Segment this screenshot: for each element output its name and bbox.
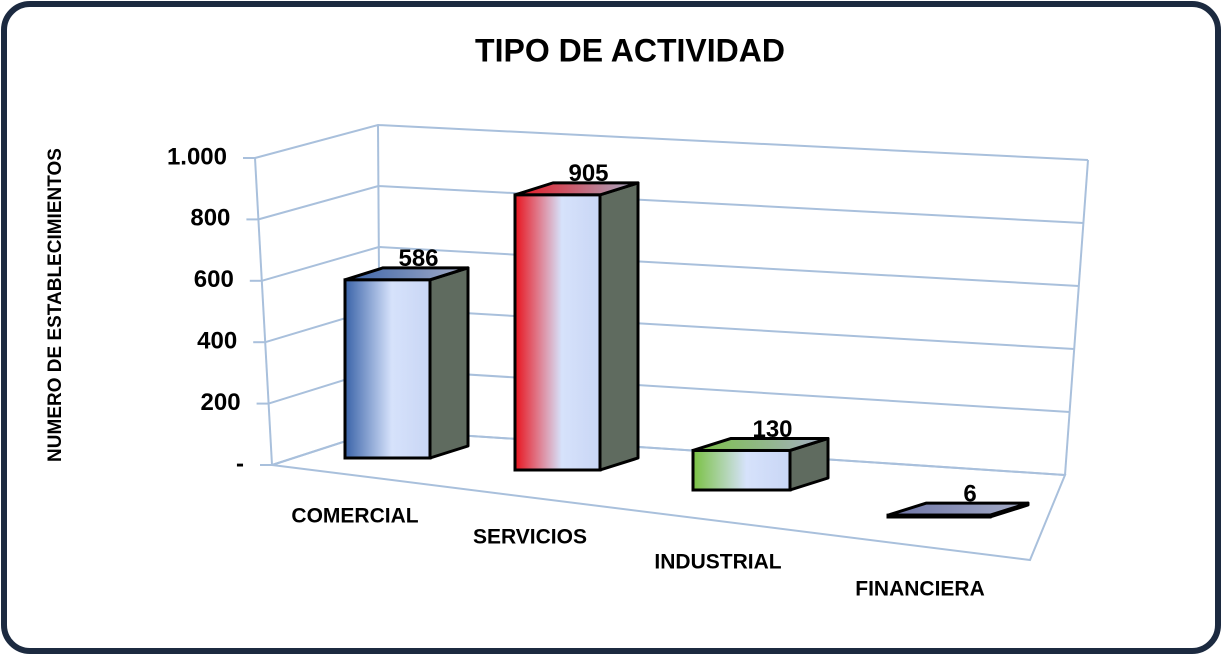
x-tick-label: FINANCIERA	[855, 578, 985, 601]
y-tick-label: 400	[197, 328, 237, 355]
bar-side	[598, 181, 640, 472]
y-axis-label: NUMERO DE ESTABLECIMIENTOS	[45, 148, 66, 462]
bar-front	[691, 448, 792, 492]
x-tick-label: SERVICIOS	[473, 526, 587, 549]
y-tick-label: 1.000	[167, 143, 227, 170]
bar-side	[428, 266, 470, 460]
bar-front	[343, 278, 432, 460]
data-label: 905	[568, 160, 608, 187]
x-tick-label: INDUSTRIAL	[654, 551, 781, 574]
data-label: 586	[398, 245, 438, 272]
y-tick-label: 800	[190, 205, 230, 232]
y-tick-label: 200	[201, 389, 241, 416]
wall-edge	[254, 157, 273, 466]
x-tick-label: COMERCIAL	[291, 505, 418, 528]
grid-line	[258, 184, 1084, 224]
chart-title: TIPO DE ACTIVIDAD	[475, 32, 785, 68]
y-tick-label: -	[236, 450, 244, 477]
bar-front	[513, 193, 602, 472]
bar	[691, 436, 830, 492]
grid-line	[254, 123, 1089, 161]
bar	[343, 266, 470, 460]
bar-front	[886, 513, 992, 519]
grid-line	[261, 245, 1079, 287]
bar	[513, 181, 640, 472]
wall-edge	[1064, 159, 1089, 476]
data-label: 6	[963, 481, 976, 508]
y-tick-label: 600	[194, 266, 234, 293]
data-label: 130	[752, 416, 792, 443]
bar	[886, 501, 1030, 519]
